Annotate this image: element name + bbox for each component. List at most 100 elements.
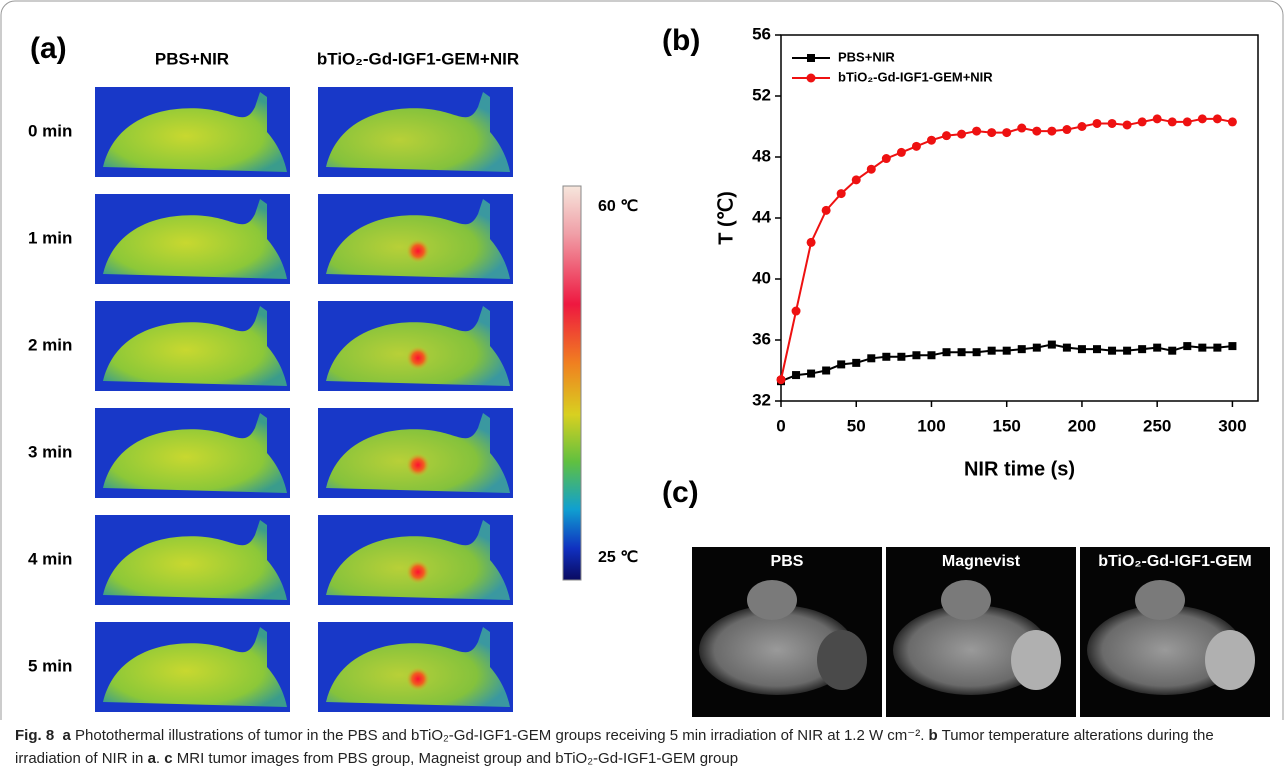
marker	[987, 346, 996, 355]
y-tick-label: 36	[752, 329, 771, 348]
panel-label: (c)	[662, 476, 699, 509]
caption-text: MRI tumor images from PBS group, Magneis…	[172, 750, 739, 767]
mri-tissue	[699, 605, 855, 695]
marker	[912, 351, 921, 360]
legend-label: PBS+NIR	[838, 49, 895, 64]
frame	[0, 0, 1284, 720]
legend-label: bTiO₂-Gd-IGF1-GEM+NIR	[838, 69, 993, 84]
row-label: 2 min	[28, 335, 72, 354]
marker	[1213, 343, 1222, 352]
caption-text: .	[155, 750, 165, 767]
mri-label: PBS	[771, 553, 804, 570]
legend-marker	[806, 73, 816, 83]
marker	[1107, 118, 1117, 128]
marker	[957, 129, 967, 139]
mouse-body	[103, 306, 287, 386]
marker	[942, 131, 952, 141]
marker	[927, 351, 936, 360]
marker	[972, 126, 982, 136]
x-tick-label: 150	[993, 416, 1021, 435]
row-label: 3 min	[28, 442, 72, 461]
caption: Fig. 8 a Photothermal illustrations of t…	[15, 724, 1277, 770]
mouse-body	[103, 92, 287, 172]
mri-tumor	[817, 630, 867, 690]
colorbar	[562, 185, 582, 581]
x-tick-label: 100	[917, 416, 945, 435]
y-tick-label: 56	[752, 24, 771, 43]
marker	[1182, 117, 1192, 127]
marker	[776, 375, 786, 385]
caption-panel-ref: b	[928, 727, 938, 744]
marker	[1077, 345, 1086, 354]
mri-tissue	[1135, 580, 1185, 620]
marker	[837, 360, 846, 369]
mri-tissue	[1087, 605, 1243, 695]
marker	[1138, 345, 1147, 354]
marker	[1002, 346, 1011, 355]
colorbar-label: 60 ℃	[598, 198, 638, 215]
marker	[1123, 346, 1132, 355]
y-tick-label: 52	[752, 85, 771, 104]
panel-label: (a)	[30, 32, 67, 65]
mri-tissue	[747, 580, 797, 620]
mouse-body	[103, 199, 287, 279]
marker	[942, 348, 951, 357]
mouse-body	[103, 627, 287, 707]
marker	[1183, 342, 1192, 351]
marker	[1017, 123, 1027, 133]
marker	[807, 369, 816, 378]
hot-spot	[406, 453, 430, 477]
marker	[1092, 118, 1102, 128]
caption-text: Tumor temperature alterations during the…	[15, 727, 1214, 767]
mri-label: Magnevist	[942, 553, 1021, 570]
marker	[1092, 345, 1101, 354]
column-header: PBS+NIR	[155, 49, 229, 68]
marker	[1047, 340, 1056, 349]
marker	[1197, 114, 1207, 124]
marker	[1062, 343, 1071, 352]
marker	[806, 237, 816, 247]
row-label: 5 min	[28, 656, 72, 675]
legend-marker	[807, 54, 815, 62]
marker	[1212, 114, 1222, 124]
mri-tumor	[1011, 630, 1061, 690]
marker	[1227, 117, 1237, 127]
marker	[881, 154, 891, 164]
marker	[821, 205, 831, 215]
x-tick-label: 0	[776, 416, 785, 435]
figure: (a) (b) (c) PBS+NIR bTiO₂-Gd-IGF1-GEM+NI…	[0, 0, 1284, 720]
marker	[1062, 125, 1072, 135]
marker	[896, 147, 906, 157]
marker	[1168, 346, 1177, 355]
y-tick-label: 40	[752, 268, 771, 287]
marker	[1167, 117, 1177, 127]
marker	[852, 358, 861, 367]
marker	[791, 306, 801, 316]
marker	[851, 175, 861, 185]
marker	[987, 128, 997, 138]
marker	[867, 354, 876, 363]
x-tick-label: 250	[1143, 416, 1171, 435]
y-tick-label: 32	[752, 390, 771, 409]
mouse-body	[326, 92, 510, 172]
y-tick-label: 44	[752, 207, 771, 226]
marker	[1153, 343, 1162, 352]
mri-tumor	[1205, 630, 1255, 690]
hot-spot	[406, 560, 430, 584]
marker	[1032, 343, 1041, 352]
panel-label: (b)	[662, 24, 700, 57]
marker	[836, 189, 846, 199]
x-tick-label: 200	[1068, 416, 1096, 435]
y-tick-label: 48	[752, 146, 771, 165]
marker	[1047, 126, 1057, 136]
colorbar-label: 25 ℃	[598, 549, 638, 566]
marker	[897, 352, 906, 361]
marker	[822, 366, 831, 375]
marker	[792, 371, 801, 380]
caption-panel-ref: a	[147, 750, 156, 767]
mri-label: bTiO₂-Gd-IGF1-GEM	[1098, 553, 1251, 570]
marker	[1077, 122, 1087, 131]
mouse-body	[103, 413, 287, 493]
row-label: 4 min	[28, 549, 72, 568]
